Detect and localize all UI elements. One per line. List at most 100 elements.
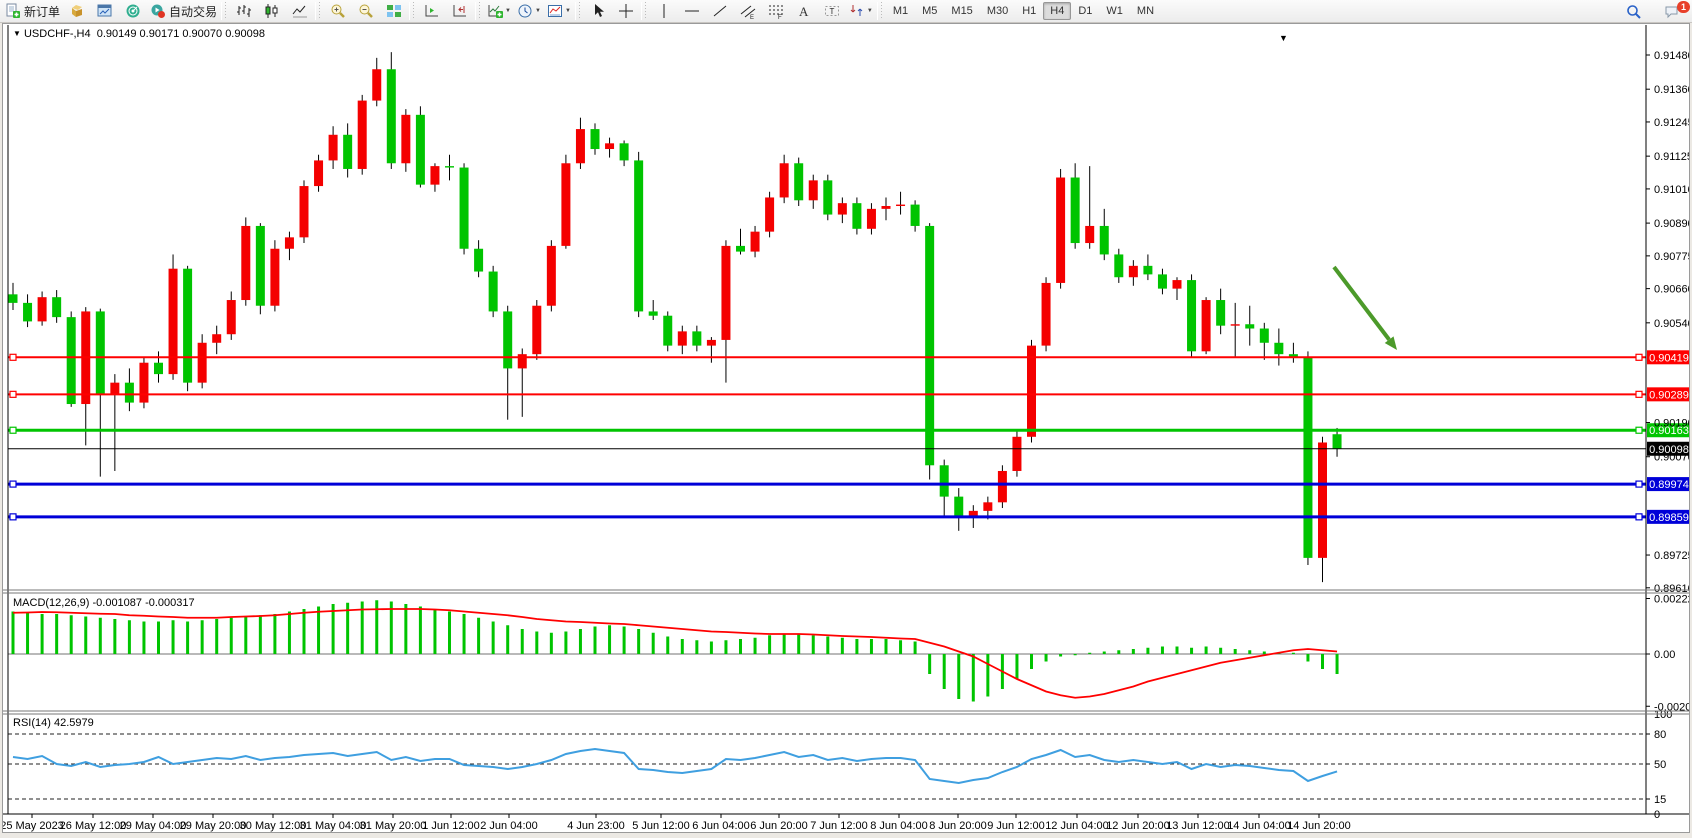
vertical-line-button[interactable]: [650, 0, 678, 23]
svg-text:50: 50: [1654, 759, 1666, 771]
symbol-label: USDCHF-,H4: [23, 28, 91, 40]
auto-scroll-icon: [425, 5, 439, 17]
svg-text:0.90289: 0.90289: [1649, 389, 1689, 401]
fibonacci-button[interactable]: F: [762, 0, 790, 23]
toolbar-separator: [574, 2, 583, 20]
trendline-button[interactable]: [706, 0, 734, 23]
profile-window-button[interactable]: [91, 0, 119, 23]
svg-text:A: A: [799, 4, 809, 19]
chevron-down-icon[interactable]: ▼: [866, 8, 873, 14]
collapse-marker-icon[interactable]: ▼: [13, 29, 21, 38]
svg-text:0.90163: 0.90163: [1649, 425, 1689, 437]
timeframe-m15-button[interactable]: M15: [951, 5, 973, 17]
chevron-down-icon[interactable]: ▼: [505, 8, 511, 14]
candlestick-icon: [265, 4, 278, 18]
chevron-down-icon[interactable]: ▼: [564, 8, 571, 14]
candlestick-button[interactable]: [258, 0, 286, 23]
zoom-out-button[interactable]: [352, 0, 380, 23]
periods-button[interactable]: ▼: [514, 0, 544, 23]
tile-windows-icon: [387, 5, 402, 17]
crosshair-button[interactable]: [612, 0, 640, 23]
svg-text:0.90419: 0.90419: [1649, 352, 1689, 364]
zoom-in-button[interactable]: [324, 0, 352, 23]
templates-button[interactable]: ▼: [544, 0, 574, 23]
svg-text:0.90775: 0.90775: [1654, 251, 1689, 263]
svg-text:30 May 12:00: 30 May 12:00: [240, 820, 307, 832]
profile-window-icon: [97, 4, 112, 17]
button-label: 自动交易: [169, 4, 218, 19]
svg-text:15: 15: [1654, 794, 1666, 806]
indicators-button[interactable]: ▼: [484, 0, 514, 23]
svg-text:100: 100: [1654, 709, 1672, 721]
button-label: 新订单: [24, 4, 61, 19]
svg-text:0.91245: 0.91245: [1654, 117, 1689, 129]
autotrading-icon: [151, 4, 166, 18]
chart-shift-icon: [453, 5, 467, 17]
svg-text:25 May 2023: 25 May 2023: [3, 820, 64, 832]
search-icon: [1627, 4, 1641, 19]
svg-text:6 Jun 20:00: 6 Jun 20:00: [750, 820, 808, 832]
notification-badge: 1: [1676, 1, 1690, 13]
autotrading-button[interactable]: 自动交易: [147, 0, 220, 23]
chart-shift-button[interactable]: [446, 0, 474, 23]
new-order-button[interactable]: 新订单: [2, 0, 63, 23]
timeframe-m5-button[interactable]: M5: [922, 5, 938, 17]
market-watch-button[interactable]: [119, 0, 147, 23]
auto-scroll-button[interactable]: [418, 0, 446, 23]
status-strip: [0, 833, 1692, 838]
text-label-button[interactable]: T: [818, 0, 846, 23]
toolbar-separator: [475, 2, 484, 20]
line-chart-button[interactable]: [286, 0, 314, 23]
svg-text:0.89725: 0.89725: [1654, 550, 1689, 562]
horizontal-line-button[interactable]: [678, 0, 706, 23]
cursor-button[interactable]: [584, 0, 612, 23]
svg-text:31 May 20:00: 31 May 20:00: [360, 820, 427, 832]
svg-text:7 Jun 12:00: 7 Jun 12:00: [810, 820, 868, 832]
svg-text:0.89974: 0.89974: [1649, 479, 1689, 491]
svg-text:2 Jun 04:00: 2 Jun 04:00: [480, 820, 538, 832]
chart-canvas[interactable]: 0.90419 0.90289 0.90163 0.90098 0.89974 0.898…: [3, 24, 1689, 832]
market-watch-icon: [126, 4, 140, 18]
svg-text:T: T: [829, 7, 834, 16]
timeframe-h4-button[interactable]: H4: [1043, 2, 1072, 20]
notifications-button[interactable]: 1: [1658, 0, 1690, 23]
chart-window[interactable]: 0.90419 0.90289 0.90163 0.90098 0.89974 0.898…: [2, 23, 1690, 833]
svg-text:80: 80: [1654, 729, 1666, 741]
indicators-icon: [488, 5, 504, 18]
main-toolbar: 新订单 自动交易 ▼ ▼ ▼ E F A T ▼ M1 M5 M15 M30 H1 H4 D1 W1 MN 1: [0, 0, 1692, 23]
svg-text:0.90070: 0.90070: [1654, 452, 1689, 464]
svg-text:F: F: [778, 15, 782, 19]
svg-text:12 Jun 20:00: 12 Jun 20:00: [1106, 820, 1170, 832]
svg-text:0.90098: 0.90098: [1649, 444, 1689, 456]
chart-cube-button[interactable]: [63, 0, 91, 23]
fibonacci-icon: F: [768, 5, 783, 19]
timeframe-w1-button[interactable]: W1: [1106, 5, 1123, 17]
svg-text:0.91125: 0.91125: [1654, 151, 1689, 163]
arrows-button[interactable]: ▼: [846, 0, 876, 23]
svg-text:6 Jun 04:00: 6 Jun 04:00: [692, 820, 750, 832]
timeframe-h1-button[interactable]: H1: [1022, 5, 1037, 17]
equidistant-channel-icon: E: [740, 5, 756, 19]
toolbar-separator: [315, 2, 324, 20]
text-button[interactable]: A: [790, 0, 818, 23]
chevron-down-icon[interactable]: ▼: [534, 8, 541, 14]
timeframe-d1-button[interactable]: D1: [1078, 5, 1093, 17]
svg-text:0: 0: [1654, 809, 1660, 821]
bar-chart-button[interactable]: [230, 0, 258, 23]
svg-text:13 Jun 12:00: 13 Jun 12:00: [1166, 820, 1230, 832]
svg-text:0.89610: 0.89610: [1654, 583, 1689, 595]
svg-text:29 May 20:00: 29 May 20:00: [180, 820, 247, 832]
svg-text:4 Jun 23:00: 4 Jun 23:00: [567, 820, 625, 832]
tile-windows-button[interactable]: [380, 0, 408, 23]
timeframe-m30-button[interactable]: M30: [986, 5, 1009, 17]
timeframe-m1-button[interactable]: M1: [892, 5, 909, 17]
svg-text:0.89859: 0.89859: [1649, 512, 1689, 524]
search-button[interactable]: [1620, 0, 1648, 23]
timeframe-mn-button[interactable]: MN: [1136, 5, 1155, 17]
equidistant-channel-button[interactable]: E: [734, 0, 762, 23]
svg-text:14 Jun 04:00: 14 Jun 04:00: [1227, 820, 1291, 832]
